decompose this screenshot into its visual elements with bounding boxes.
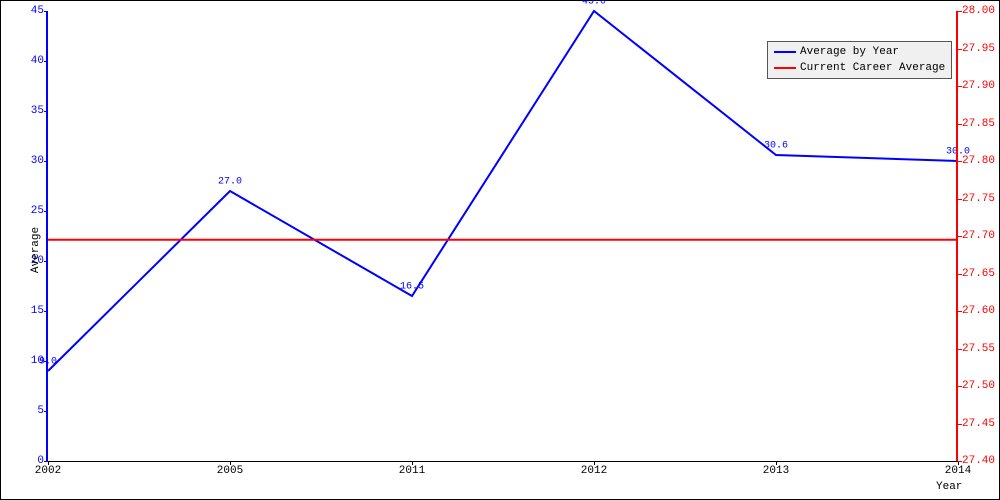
- y2-tick-label: 27.40: [958, 455, 995, 467]
- legend-swatch: [774, 67, 796, 69]
- data-point-label: 9.0: [39, 357, 57, 368]
- y2-tick-label: 27.50: [958, 380, 995, 392]
- data-point-label: 27.0: [218, 177, 242, 188]
- y2-tick-label: 27.45: [958, 418, 995, 430]
- y-axis-title: Average: [30, 227, 42, 273]
- data-point-label: 30.6: [764, 141, 788, 152]
- y2-tick-label: 27.55: [958, 343, 995, 355]
- y2-tick-label: 27.85: [958, 118, 995, 130]
- y2-tick-label: 27.60: [958, 305, 995, 317]
- y2-tick-label: 28.00: [958, 5, 995, 17]
- right-axis: 27.4027.4527.5027.5527.6027.6527.7027.75…: [956, 11, 958, 461]
- average-by-year-chart: 0510152025303540452002200520112012201320…: [0, 0, 1000, 500]
- y2-tick-label: 27.95: [958, 43, 995, 55]
- data-point-label: 45.0: [582, 0, 606, 8]
- legend-label: Average by Year: [800, 44, 899, 60]
- legend-item: Average by Year: [774, 44, 945, 60]
- y2-tick-label: 27.75: [958, 193, 995, 205]
- x-axis-title: Year: [936, 481, 962, 493]
- data-point-label: 16.5: [400, 282, 424, 293]
- y2-tick-label: 27.90: [958, 80, 995, 92]
- legend-swatch: [774, 51, 796, 53]
- legend-label: Current Career Average: [800, 60, 945, 76]
- y2-tick-label: 27.80: [958, 155, 995, 167]
- legend: Average by YearCurrent Career Average: [767, 41, 952, 79]
- legend-item: Current Career Average: [774, 60, 945, 76]
- y2-tick-label: 27.65: [958, 268, 995, 280]
- y2-tick-label: 27.70: [958, 230, 995, 242]
